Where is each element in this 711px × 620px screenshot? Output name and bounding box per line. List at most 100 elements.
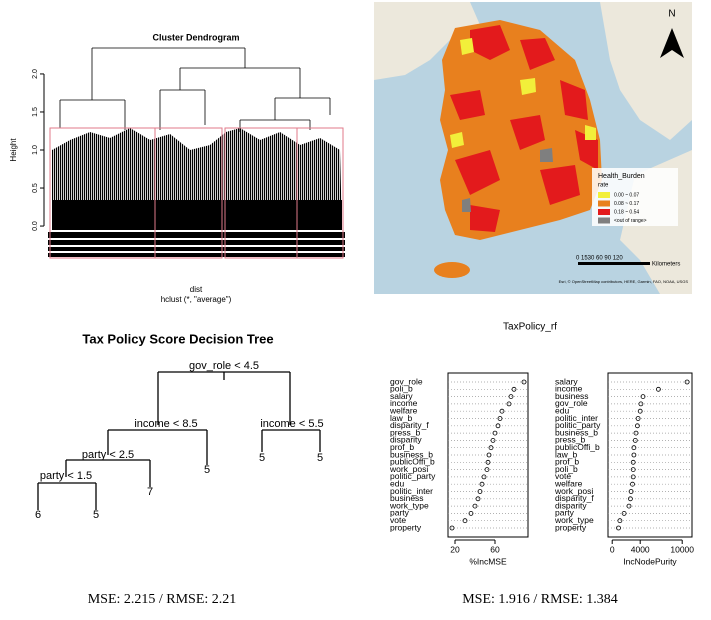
row-label: party <box>555 508 575 518</box>
map <box>374 2 692 294</box>
x-axis-label: dist <box>190 285 203 294</box>
dot <box>449 525 455 531</box>
dot <box>472 503 478 509</box>
legend-swatch <box>598 192 610 198</box>
dot <box>626 503 632 509</box>
row-label: publicOffi_b <box>390 457 435 467</box>
row-label: income <box>555 384 583 394</box>
dot <box>656 386 661 392</box>
y-tick-label: 1.5 <box>32 107 39 117</box>
scale-unit: Kilometers <box>652 262 680 268</box>
row-label: publicOffi_b <box>555 442 600 452</box>
tree-leaf: 7 <box>147 486 153 498</box>
row-label: business <box>390 493 424 503</box>
dot <box>521 379 527 385</box>
row-label: welfare <box>554 478 583 488</box>
row-label: property <box>390 522 422 532</box>
dot <box>631 445 637 451</box>
row-label: work_posi <box>389 464 428 474</box>
dot <box>486 452 492 458</box>
row-label: politic_inter <box>390 486 433 496</box>
row-label: press_b <box>390 427 421 437</box>
dot <box>488 445 494 451</box>
legend-title: Health_Burden <box>598 173 645 180</box>
subtitle: hclust (*, "average") <box>161 295 232 304</box>
row-label: gov_role <box>555 398 588 408</box>
tree-leaf: 5 <box>317 452 323 464</box>
dendrogram-tree <box>59 47 331 132</box>
row-label: work_posi <box>554 486 593 496</box>
legend-label: 0.00 ~ 0.07 <box>614 192 639 198</box>
dot <box>628 496 633 502</box>
legend-swatch <box>598 200 610 207</box>
tree-title: Tax Policy Score Decision Tree <box>82 331 273 346</box>
row-label: press_b <box>555 435 586 445</box>
tree-node: gov_role < 4.5 <box>189 360 259 372</box>
dot <box>637 408 643 414</box>
dot <box>490 437 496 443</box>
row-label: edu <box>390 478 404 488</box>
dot <box>492 430 498 436</box>
dot <box>633 430 639 436</box>
row-label: party <box>390 508 410 518</box>
row-label: business_b <box>555 427 598 437</box>
row-label: welfare <box>389 405 418 415</box>
row-label: law_b <box>555 449 577 459</box>
y-tick-label: 0.0 <box>32 221 39 231</box>
leaf-label-bands <box>48 232 345 257</box>
row-label: poli_b <box>390 384 413 394</box>
row-label: work_type <box>389 500 429 510</box>
row-label: prof_b <box>390 442 414 452</box>
y-tick-label: 0.5 <box>32 183 39 193</box>
legend-label: <out of range> <box>614 218 647 224</box>
dot <box>632 437 638 443</box>
row-label: income <box>390 398 418 408</box>
dot <box>630 481 635 487</box>
x-tick-label: 0 <box>610 544 615 554</box>
dot <box>497 416 503 421</box>
row-label: politic_inter <box>555 413 598 423</box>
row-label: vote <box>555 471 571 481</box>
dot <box>630 474 636 480</box>
dot <box>635 423 640 429</box>
dot <box>511 386 517 392</box>
dot <box>630 459 636 465</box>
dot <box>617 518 623 524</box>
row-label: disparity_f <box>555 493 594 503</box>
dendrogram-leaf-mass <box>52 200 342 230</box>
legend-subtitle: rate <box>598 183 609 189</box>
dot <box>495 423 501 429</box>
dendrogram-title: Cluster Dendrogram <box>152 32 239 42</box>
row-label: edu <box>555 405 569 415</box>
row-label: prof_b <box>555 457 579 467</box>
dot <box>684 379 690 385</box>
dot <box>479 481 485 487</box>
legend-swatch <box>598 209 610 215</box>
tree-node: income < 8.5 <box>134 418 197 430</box>
x-axis-label: %IncMSE <box>469 556 507 566</box>
dot <box>621 511 627 516</box>
dot <box>485 459 491 465</box>
tree-edges <box>37 371 321 510</box>
row-label: disparity <box>390 435 422 445</box>
tree-leaf: 5 <box>259 452 265 464</box>
dot <box>462 518 468 524</box>
dot <box>628 489 634 494</box>
tree-leaf: 5 <box>204 464 210 476</box>
dot <box>477 489 483 494</box>
legend-swatch <box>598 217 610 224</box>
chart-title: TaxPolicy_rf <box>503 322 557 333</box>
rf-caption: MSE: 1.916 / RMSE: 1.384 <box>462 592 618 607</box>
row-label: disparity <box>555 500 587 510</box>
row-label: politic_party <box>390 471 436 481</box>
north-arrow-label: N <box>668 9 675 20</box>
x-tick-label: 60 <box>490 544 500 554</box>
row-label: gov_role <box>390 376 423 386</box>
legend-label: 0.18 ~ 0.54 <box>614 209 639 215</box>
row-label: business <box>555 391 589 401</box>
tree-node: income < 5.5 <box>260 418 323 430</box>
dot <box>508 394 514 400</box>
dot <box>475 496 481 502</box>
row-label: property <box>555 522 587 532</box>
